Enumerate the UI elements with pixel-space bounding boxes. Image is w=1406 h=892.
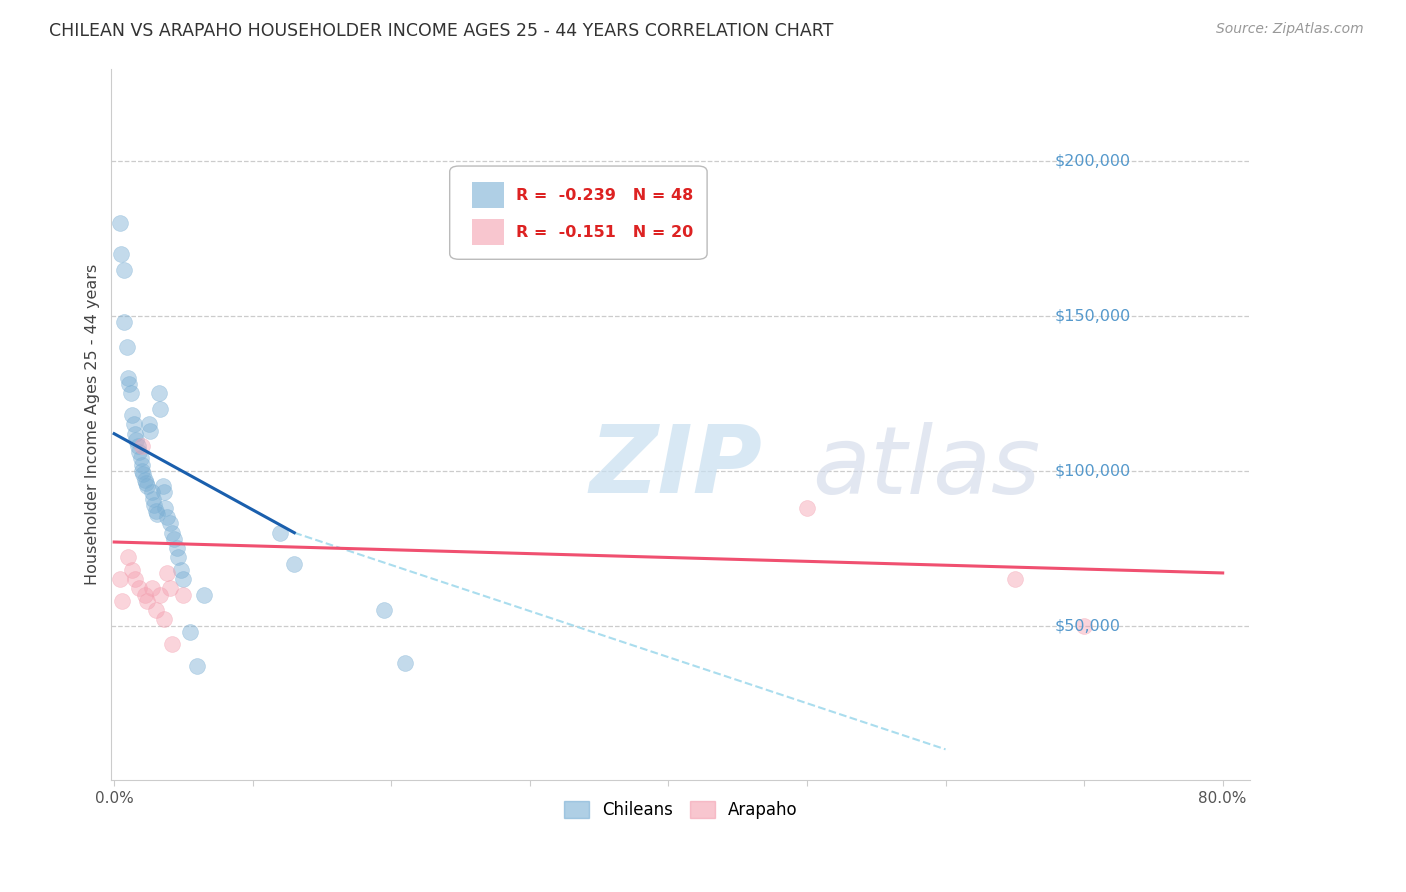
Point	[120, 386, 142, 401]
Point	[162, 637, 184, 651]
Point	[117, 550, 139, 565]
Point	[141, 485, 163, 500]
Text: R =  -0.239   N = 48: R = -0.239 N = 48	[516, 187, 693, 202]
Text: $100,000: $100,000	[1054, 463, 1130, 478]
Bar	[472, 219, 505, 245]
Text: R =  -0.151   N = 20: R = -0.151 N = 20	[516, 225, 693, 240]
Point	[373, 603, 395, 617]
Point	[124, 426, 146, 441]
Point	[118, 377, 141, 392]
Point	[166, 541, 188, 556]
Point	[145, 603, 167, 617]
Point	[139, 424, 162, 438]
Y-axis label: Householder Income Ages 25 - 44 years: Householder Income Ages 25 - 44 years	[86, 264, 100, 585]
Point	[136, 479, 159, 493]
Point	[132, 467, 155, 481]
Point	[172, 572, 194, 586]
Point	[141, 582, 163, 596]
Point	[135, 476, 157, 491]
Point	[193, 588, 215, 602]
Point	[110, 247, 132, 261]
Point	[186, 658, 208, 673]
Point	[131, 458, 153, 472]
Point	[127, 439, 149, 453]
Point	[796, 500, 818, 515]
Point	[152, 479, 174, 493]
Point	[163, 532, 186, 546]
Point	[142, 491, 165, 506]
Point	[145, 504, 167, 518]
Point	[149, 588, 172, 602]
Point	[153, 612, 176, 626]
Point	[108, 572, 131, 586]
Point	[394, 656, 416, 670]
Point	[128, 445, 150, 459]
Text: CHILEAN VS ARAPAHO HOUSEHOLDER INCOME AGES 25 - 44 YEARS CORRELATION CHART: CHILEAN VS ARAPAHO HOUSEHOLDER INCOME AG…	[49, 22, 834, 40]
Point	[131, 464, 153, 478]
Point	[143, 498, 166, 512]
Point	[283, 557, 305, 571]
Point	[156, 510, 179, 524]
Text: $50,000: $50,000	[1054, 618, 1121, 633]
Point	[179, 624, 201, 639]
Point	[148, 386, 170, 401]
Point	[129, 451, 152, 466]
Point	[153, 485, 176, 500]
Point	[155, 500, 177, 515]
Point	[131, 439, 153, 453]
Text: atlas: atlas	[811, 422, 1040, 513]
Point	[269, 525, 291, 540]
Point	[136, 594, 159, 608]
Point	[159, 582, 181, 596]
Point	[134, 588, 156, 602]
Point	[1004, 572, 1026, 586]
Point	[121, 408, 143, 422]
Text: Source: ZipAtlas.com: Source: ZipAtlas.com	[1216, 22, 1364, 37]
Point	[128, 582, 150, 596]
Point	[172, 588, 194, 602]
Point	[121, 563, 143, 577]
Point	[138, 417, 160, 432]
Point	[112, 315, 135, 329]
Point	[146, 507, 169, 521]
Point	[124, 572, 146, 586]
Point	[170, 563, 193, 577]
Point	[112, 262, 135, 277]
Legend: Chileans, Arapaho: Chileans, Arapaho	[557, 794, 804, 825]
Point	[156, 566, 179, 580]
Text: $200,000: $200,000	[1054, 153, 1130, 169]
Point	[159, 516, 181, 531]
Bar	[472, 182, 505, 208]
Point	[108, 216, 131, 230]
Point	[1073, 618, 1095, 632]
Point	[125, 433, 148, 447]
FancyBboxPatch shape	[450, 166, 707, 260]
Point	[115, 340, 138, 354]
Text: $150,000: $150,000	[1054, 309, 1130, 324]
Text: ZIP: ZIP	[589, 421, 762, 513]
Point	[149, 401, 172, 416]
Point	[122, 417, 145, 432]
Point	[111, 594, 134, 608]
Point	[162, 525, 184, 540]
Point	[117, 371, 139, 385]
Point	[134, 473, 156, 487]
Point	[167, 550, 190, 565]
